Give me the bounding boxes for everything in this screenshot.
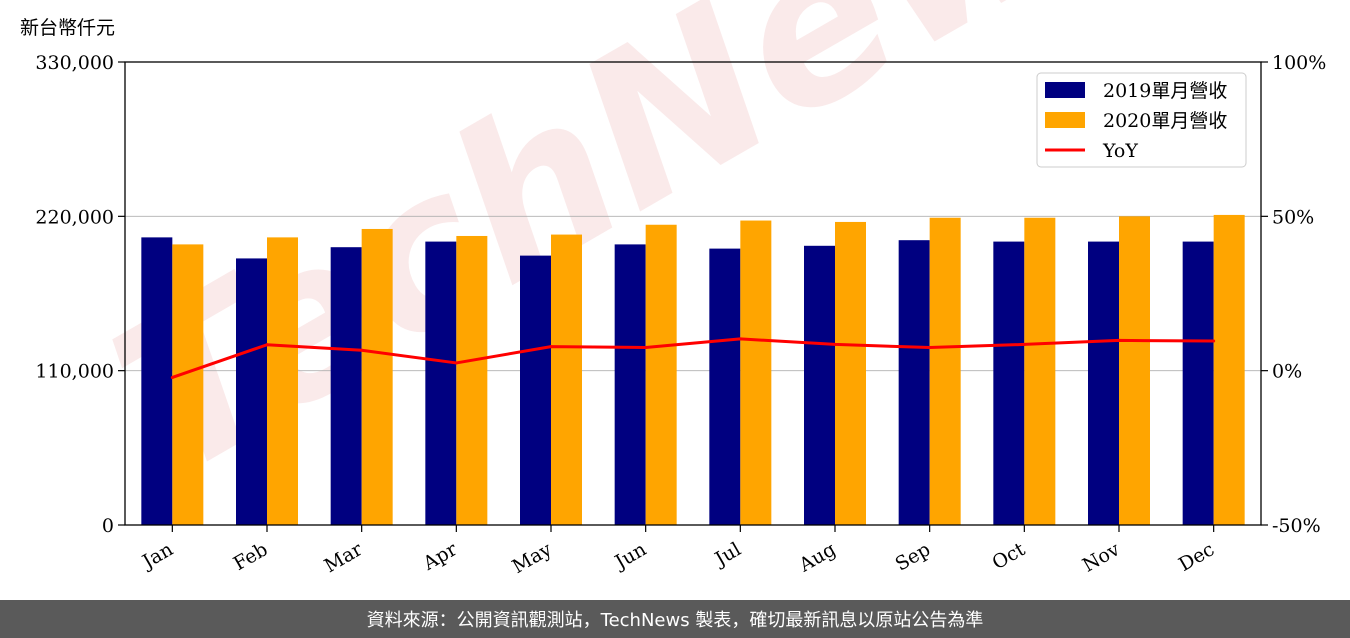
yoy-point-aug <box>833 342 837 346</box>
y-left-tick-label: 330,000 <box>35 52 114 74</box>
y-left-tick-label: 220,000 <box>35 206 114 228</box>
yoy-point-dec <box>1212 339 1216 343</box>
footer-source-text: 資料來源：公開資訊觀測站，TechNews 製表，確切最新訊息以原站公告為準 <box>366 610 984 631</box>
bar-2019-jun <box>614 244 646 526</box>
x-tick-label-may: May <box>509 538 556 578</box>
yoy-point-nov <box>1117 338 1121 342</box>
yoy-point-feb <box>265 343 269 347</box>
x-axis: Jan Feb Mar Apr May Jun Jul Aug Sep Oct Nov Dec <box>137 525 1218 578</box>
x-tick-label-feb: Feb <box>230 538 272 575</box>
x-tick-label-jul: Jul <box>710 538 745 571</box>
bar-2020-apr <box>456 235 488 525</box>
legend-swatch-2020 <box>1045 112 1085 128</box>
legend-label: 2020單月營收 <box>1103 110 1227 132</box>
bar-2020-aug <box>835 221 866 526</box>
yoy-point-jan <box>170 375 174 379</box>
yoy-line <box>171 337 1214 379</box>
bar-2019-jan <box>141 237 173 525</box>
plot-frame <box>124 61 1262 526</box>
bar-2019-dec <box>1182 241 1214 525</box>
bar-2020-jun <box>645 224 677 525</box>
bar-2019-may <box>520 255 551 526</box>
yoy-point-oct <box>1022 342 1026 346</box>
bar-2019-apr <box>425 241 457 525</box>
y-right-tick-label: 50% <box>1272 206 1314 228</box>
y-right-tick-label: 100% <box>1272 52 1326 74</box>
bar-2020-mar <box>361 228 393 525</box>
legend-label: YoY <box>1102 140 1138 162</box>
x-tick-label-apr: Apr <box>419 538 462 575</box>
yoy-point-may <box>549 345 553 349</box>
x-tick-label-oct: Oct <box>989 538 1030 574</box>
bar-2020-sep <box>929 217 961 525</box>
bar-2020-feb <box>267 237 298 525</box>
y-left-tick-label: 110,000 <box>35 361 114 383</box>
yoy-line-layer <box>170 337 1216 379</box>
bar-2020-jan <box>172 244 204 526</box>
x-tick-label-nov: Nov <box>1079 538 1124 577</box>
bar-2019-sep <box>898 240 930 525</box>
yoy-point-jun <box>644 346 648 350</box>
yoy-point-apr <box>454 361 458 365</box>
bar-2020-oct <box>1024 217 1056 525</box>
bar-2019-mar <box>330 247 362 525</box>
y-axis-left: 0 110,000 220,000 330,000 <box>35 52 125 537</box>
bar-2020-dec <box>1213 214 1245 525</box>
footer-source-bar: 資料來源：公開資訊觀測站，TechNews 製表，確切最新訊息以原站公告為準 <box>0 600 1350 638</box>
legend: 2019單月營收 2020單月營收 YoY <box>1036 72 1247 168</box>
x-tick-label-jun: Jun <box>610 538 651 574</box>
bar-2019-nov <box>1088 241 1119 525</box>
yoy-point-mar <box>360 348 364 352</box>
bar-2020-nov <box>1119 216 1150 526</box>
y-axis-unit-label: 新台幣仟元 <box>20 17 115 39</box>
yoy-point-sep <box>928 346 932 350</box>
x-tick-label-sep: Sep <box>892 538 935 575</box>
y-left-tick-label: 0 <box>102 515 114 537</box>
gridlines <box>125 215 1261 372</box>
bar-2020-jul <box>740 220 772 525</box>
y-right-tick-label: 0% <box>1272 361 1302 383</box>
x-tick-label-dec: Dec <box>1175 538 1218 576</box>
legend-swatch-2019 <box>1045 82 1085 98</box>
bar-2019-jul <box>709 248 741 525</box>
x-tick-label-jan: Jan <box>137 538 177 574</box>
y-right-tick-label: -50% <box>1272 515 1321 537</box>
bar-2020-may <box>551 234 582 525</box>
yoy-point-jul <box>738 337 742 341</box>
legend-box <box>1036 72 1247 168</box>
x-tick-label-mar: Mar <box>321 538 367 577</box>
bars <box>141 214 1245 526</box>
bar-2019-aug <box>804 245 835 525</box>
x-tick-label-aug: Aug <box>795 538 840 577</box>
bar-2019-oct <box>993 241 1025 525</box>
legend-label: 2019單月營收 <box>1103 80 1227 102</box>
bar-2019-feb <box>236 258 267 525</box>
y-axis-right: -50% 0% 50% 100% <box>1261 52 1326 537</box>
